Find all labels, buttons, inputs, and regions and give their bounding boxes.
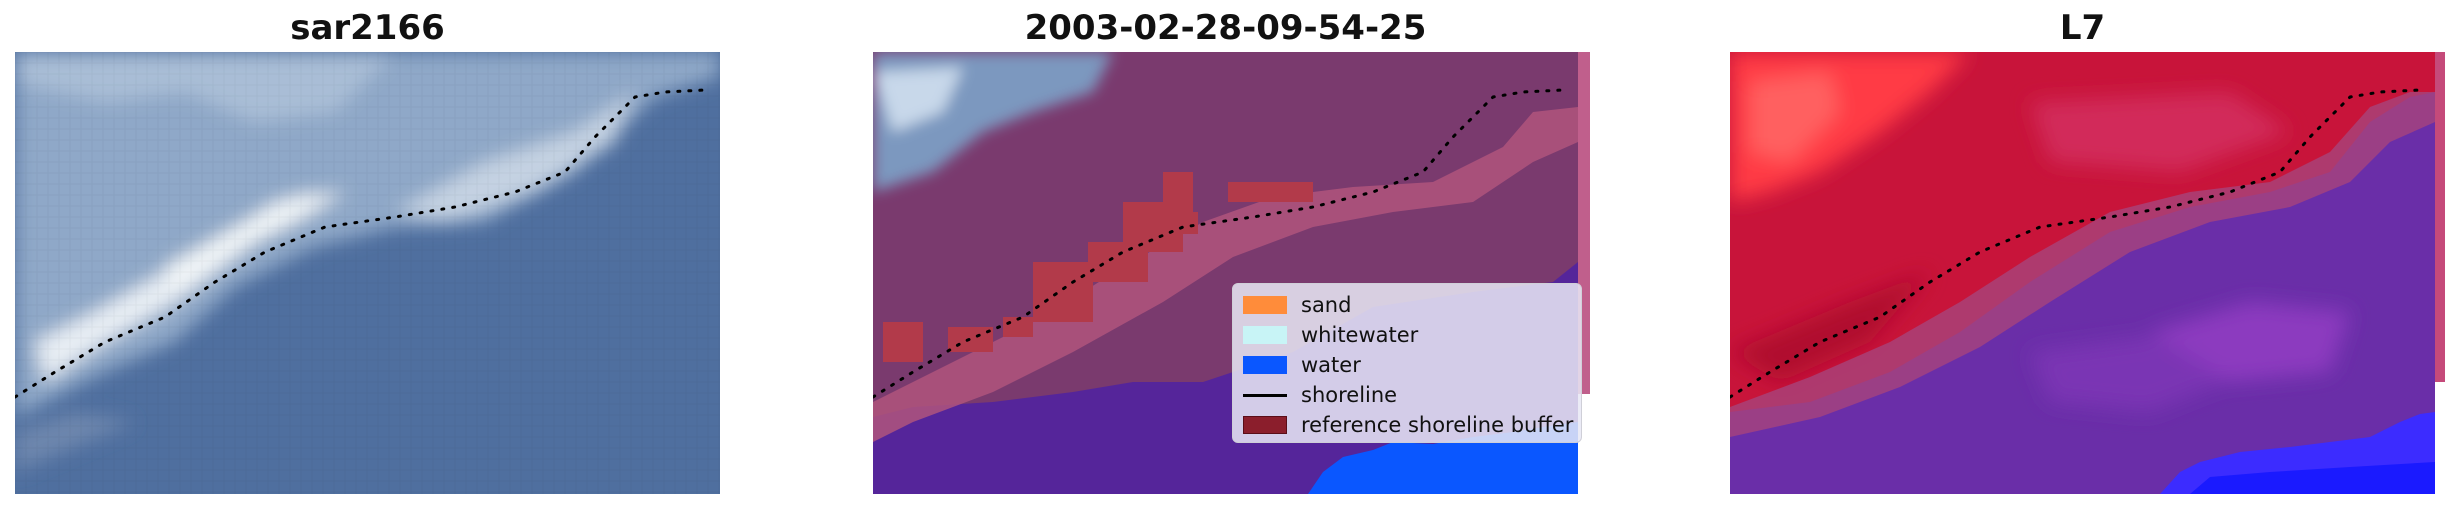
water-swatch bbox=[1243, 356, 1287, 374]
panel-title-l7: L7 bbox=[2059, 8, 2106, 48]
l7-panel bbox=[1730, 52, 2445, 494]
legend-item-shoreline: shoreline bbox=[1243, 380, 1571, 410]
rgb-image-panel bbox=[15, 52, 720, 494]
legend-item-water: water bbox=[1243, 350, 1571, 380]
whitewater-swatch bbox=[1243, 326, 1287, 344]
shoreline-swatch bbox=[1243, 393, 1287, 397]
classification-panel bbox=[873, 52, 1593, 494]
panel-title-sar2166: sar2166 bbox=[290, 8, 445, 48]
legend: sand whitewater water shoreline referenc… bbox=[1232, 283, 1582, 443]
panel-title-date: 2003-02-28-09-54-25 bbox=[1024, 8, 1427, 48]
legend-item-sand: sand bbox=[1243, 290, 1571, 320]
reference-buffer-swatch bbox=[1243, 416, 1287, 434]
legend-item-whitewater: whitewater bbox=[1243, 320, 1571, 350]
legend-item-reference-buffer: reference shoreline buffer bbox=[1243, 410, 1573, 440]
reference-buffer-blocks bbox=[883, 172, 1313, 362]
sand-swatch bbox=[1243, 296, 1287, 314]
